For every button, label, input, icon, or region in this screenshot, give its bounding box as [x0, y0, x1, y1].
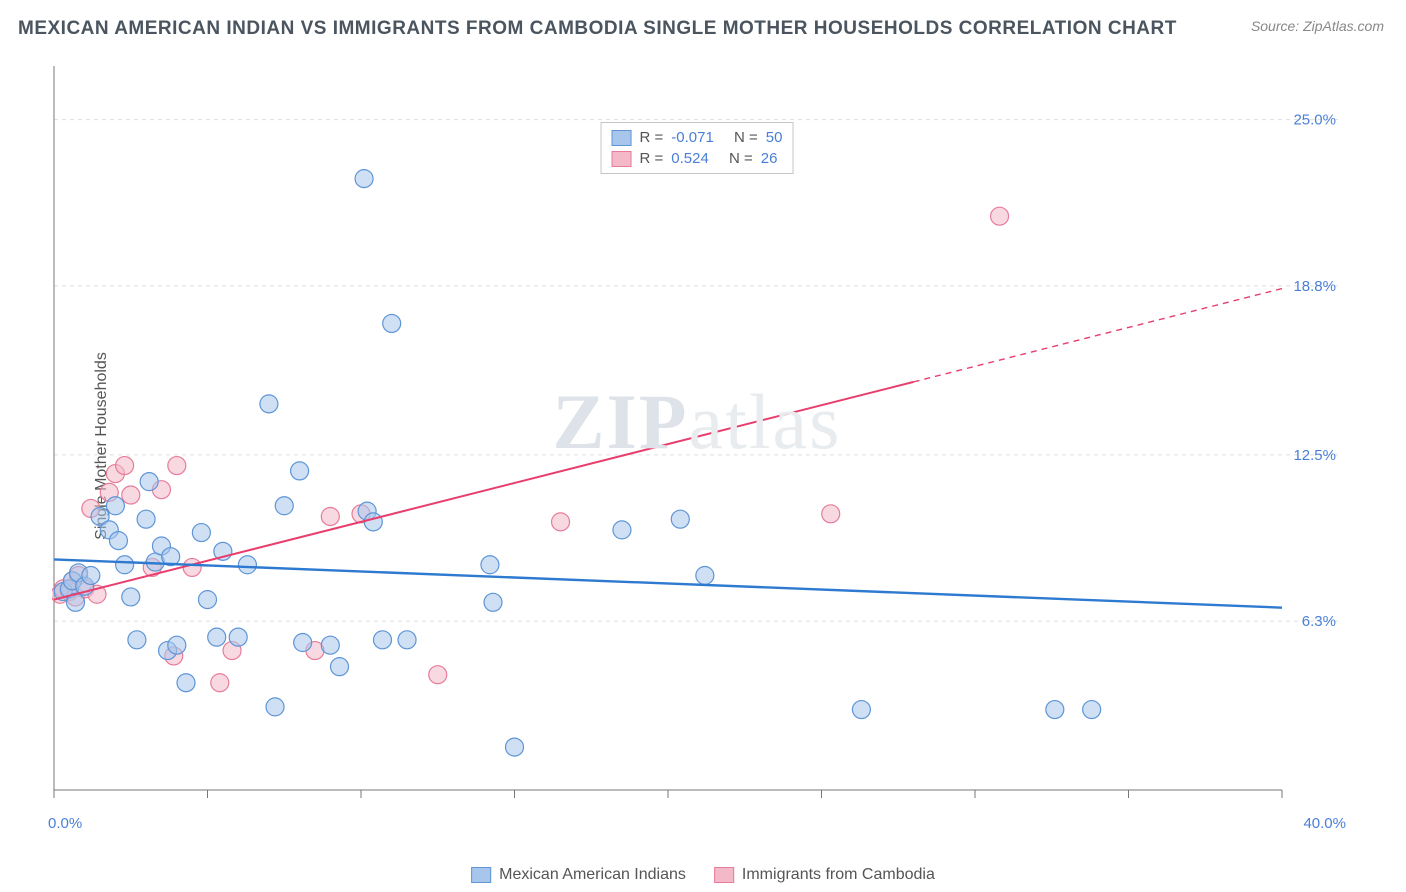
- svg-text:12.5%: 12.5%: [1293, 447, 1336, 464]
- stats-n-label: N =: [729, 150, 753, 167]
- chart-area: 6.3%12.5%18.8%25.0% ZIPatlas R = -0.071 …: [52, 60, 1342, 830]
- stats-r-a: -0.071: [671, 129, 714, 146]
- stats-r-label: R =: [640, 129, 664, 146]
- swatch-series-a: [612, 130, 632, 146]
- bottom-legend: Mexican American Indians Immigrants from…: [471, 866, 935, 884]
- source-label: Source: ZipAtlas.com: [1251, 18, 1384, 34]
- stats-row-b: R = 0.524 N = 26: [612, 148, 783, 169]
- stats-n-a: 50: [766, 129, 783, 146]
- scatter-plot-svg: 6.3% 12.5% 18.8% 25.0%: [52, 60, 1342, 830]
- svg-text:25.0%: 25.0%: [1293, 112, 1336, 129]
- swatch-series-b: [612, 151, 632, 167]
- legend-item-a: Mexican American Indians: [471, 866, 686, 884]
- legend-label-b: Immigrants from Cambodia: [742, 866, 935, 884]
- svg-text:6.3%: 6.3%: [1302, 613, 1336, 630]
- stats-row-a: R = -0.071 N = 50: [612, 127, 783, 148]
- stats-r-label: R =: [640, 150, 664, 167]
- legend-item-b: Immigrants from Cambodia: [714, 866, 935, 884]
- stats-box: R = -0.071 N = 50 R = 0.524 N = 26: [601, 122, 794, 174]
- legend-label-a: Mexican American Indians: [499, 866, 686, 884]
- chart-title: MEXICAN AMERICAN INDIAN VS IMMIGRANTS FR…: [18, 18, 1177, 40]
- x-tick-max: 40.0%: [1303, 815, 1346, 832]
- stats-n-label: N =: [734, 129, 758, 146]
- x-tick-min: 0.0%: [48, 815, 82, 832]
- svg-text:18.8%: 18.8%: [1293, 278, 1336, 295]
- stats-n-b: 26: [761, 150, 778, 167]
- legend-swatch-a: [471, 867, 491, 883]
- legend-swatch-b: [714, 867, 734, 883]
- stats-r-b: 0.524: [671, 150, 709, 167]
